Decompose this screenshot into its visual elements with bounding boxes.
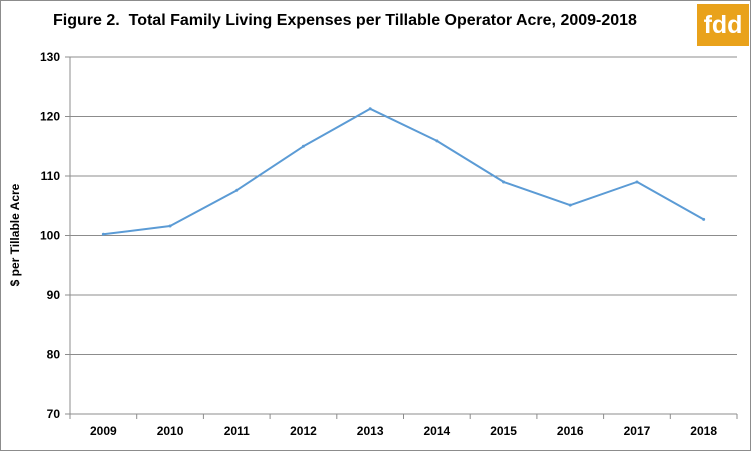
series-line <box>103 107 705 236</box>
data-point <box>635 180 639 184</box>
y-tick-label: 110 <box>41 169 61 183</box>
y-tick-label: 100 <box>40 229 60 243</box>
data-point <box>168 224 172 228</box>
axes <box>69 57 738 419</box>
fdd-logo: fdd <box>697 4 749 46</box>
x-tick-label: 2018 <box>690 424 717 438</box>
y-tick-label: 70 <box>47 407 61 421</box>
x-tick-labels: 2009 2010 2011 2012 2013 2014 2015 2016 2017 2018 <box>90 424 717 438</box>
x-tick-label: 2009 <box>90 424 117 438</box>
data-point <box>301 144 305 148</box>
x-tick-label: 2013 <box>357 424 384 438</box>
y-tick-labels: 70 80 90 100 110 120 130 <box>40 50 60 421</box>
data-point <box>235 188 239 192</box>
x-tick-label: 2011 <box>224 424 250 438</box>
data-point <box>502 180 506 184</box>
data-point <box>702 217 706 221</box>
x-tick-label: 2017 <box>624 424 651 438</box>
chart-title: Figure 2. Total Family Living Expenses p… <box>53 12 637 29</box>
data-point <box>101 232 105 236</box>
x-tick-label: 2012 <box>290 424 317 438</box>
x-tick-label: 2016 <box>557 424 584 438</box>
y-tick-label: 90 <box>47 288 61 302</box>
gridlines <box>65 56 737 415</box>
data-point <box>368 107 372 111</box>
x-tick-label: 2010 <box>157 424 184 438</box>
data-point <box>435 139 439 143</box>
x-tick-label: 2014 <box>423 424 450 438</box>
data-point <box>568 203 572 207</box>
y-tick-label: 130 <box>40 50 60 64</box>
y-tick-label: 80 <box>47 348 61 362</box>
y-tick-label: 120 <box>40 110 60 124</box>
series-group <box>101 107 706 236</box>
x-tick-label: 2015 <box>490 424 517 438</box>
